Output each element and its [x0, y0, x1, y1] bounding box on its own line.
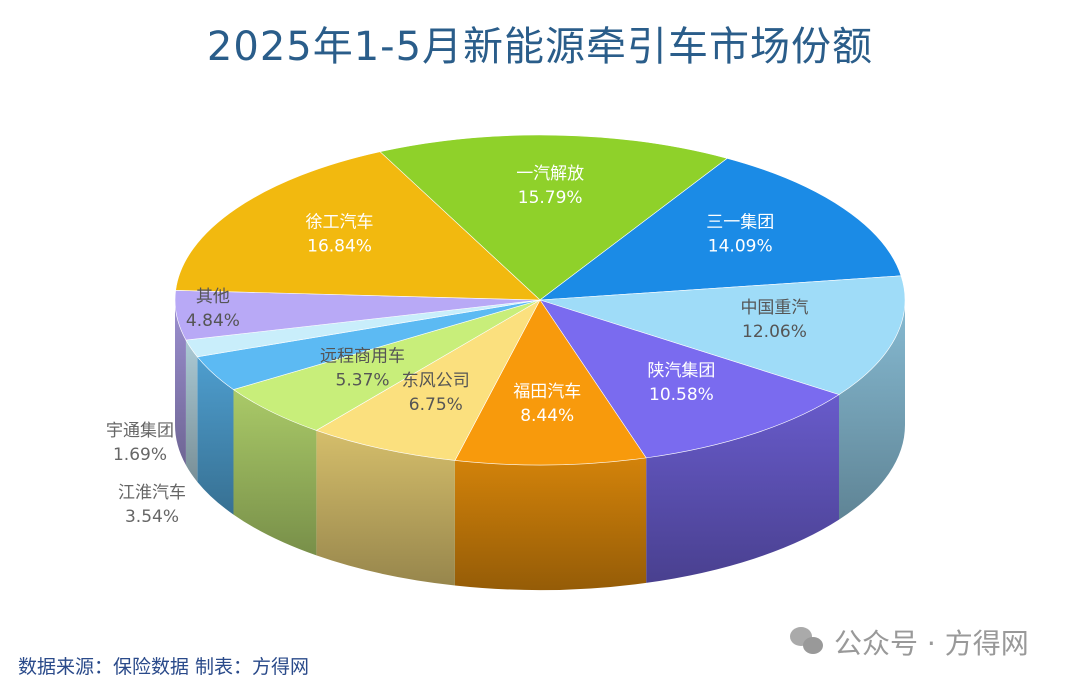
data-label-value: 16.84% — [307, 237, 372, 257]
data-label-value: 5.37% — [336, 371, 390, 391]
data-label-value: 4.84% — [186, 311, 240, 331]
data-label-value: 3.54% — [125, 507, 179, 527]
data-label-value: 15.79% — [518, 188, 583, 208]
data-label-name: 江淮汽车 — [118, 483, 186, 503]
data-label-name: 宇通集团 — [106, 421, 174, 441]
pie-tops — [174, 134, 906, 466]
pie-slice — [539, 275, 906, 395]
pie-slice — [175, 151, 541, 301]
pie-side-8 — [185, 340, 198, 482]
data-label-name: 三一集团 — [706, 212, 774, 232]
watermark: 公众号 · 方得网 — [790, 622, 1029, 662]
wechat-icon — [790, 627, 826, 657]
data-label-name: 东风公司 — [402, 371, 470, 391]
data-label-value: 6.75% — [409, 395, 463, 415]
data-label-value: 12.06% — [742, 322, 807, 342]
data-label-value: 8.44% — [520, 406, 574, 426]
data-label-value: 1.69% — [113, 445, 167, 465]
chart-title: 2025年1-5月新能源牵引车市场份额 — [206, 24, 874, 70]
data-label-name: 中国重汽 — [740, 298, 808, 318]
data-source: 数据来源：保险数据 制表：方得网 — [18, 656, 310, 678]
pie-labels: 一汽解放 15.79% 三一集团 14.09% 中国重汽 12.06% 陕汽集团 10.58%… — [106, 164, 808, 527]
pie-slice — [454, 299, 647, 466]
data-label-name: 徐工汽车 — [306, 213, 374, 233]
pie-slice — [539, 299, 840, 459]
pie-side-3 — [646, 394, 839, 583]
pie-side-7 — [197, 356, 234, 515]
pie-slice — [379, 134, 728, 301]
data-label-name: 陕汽集团 — [647, 361, 715, 381]
pie-slice — [315, 299, 541, 461]
pie-side-5 — [316, 430, 455, 586]
pie-side-4 — [454, 457, 647, 591]
watermark-text: 公众号 · 方得网 — [834, 627, 1029, 660]
pie-sides — [175, 300, 905, 591]
pie-side-6 — [233, 389, 317, 556]
data-label-name: 远程商用车 — [320, 347, 405, 367]
pie-side-2 — [838, 300, 905, 520]
data-label-name: 其他 — [196, 287, 230, 307]
data-label-value: 14.09% — [708, 236, 773, 256]
pie-slice — [539, 158, 902, 301]
data-label-name: 福田汽车 — [513, 382, 581, 402]
pie-side-9 — [175, 300, 186, 466]
data-label-name: 一汽解放 — [516, 164, 584, 184]
data-label-value: 10.58% — [649, 385, 714, 405]
